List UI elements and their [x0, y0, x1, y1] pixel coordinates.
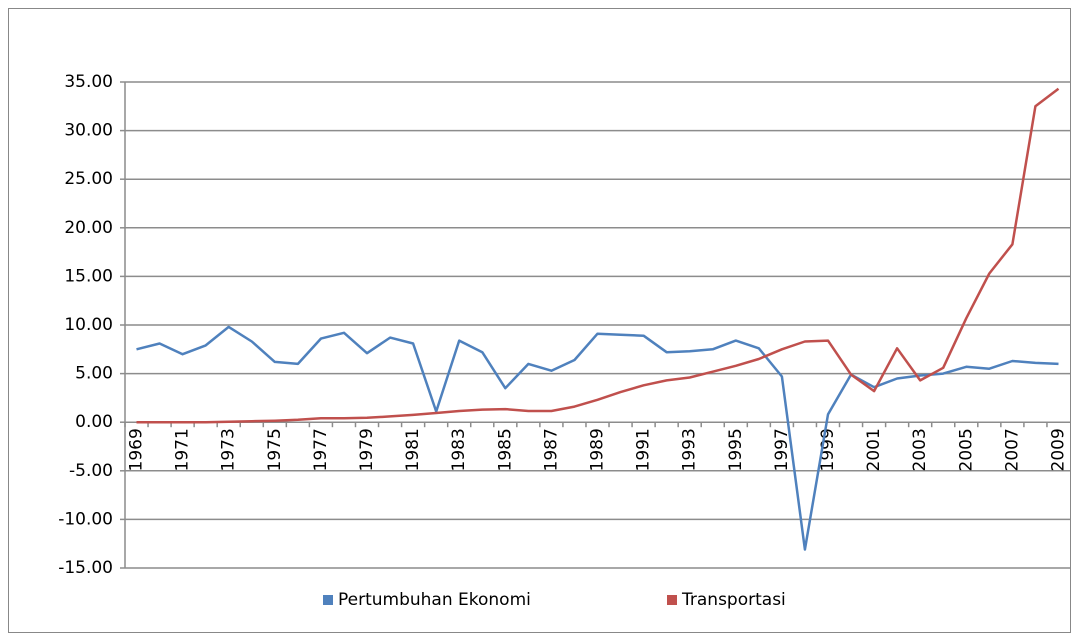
x-tick-label: 2001 [864, 428, 884, 471]
y-tick-label: 15.00 [64, 266, 113, 286]
x-tick-label: 1981 [403, 428, 423, 471]
x-tick-label: 1989 [588, 428, 608, 471]
x-tick-label: 1971 [173, 428, 193, 471]
x-tick-label: 2003 [910, 428, 930, 471]
legend-swatch [667, 595, 677, 605]
y-tick-label: 10.00 [64, 315, 113, 335]
x-tick-label: 1977 [311, 428, 331, 471]
x-tick-label: 1985 [495, 428, 515, 471]
x-tick-label: 1991 [634, 428, 654, 471]
y-tick-label: -10.00 [58, 509, 113, 529]
y-tick-label: -15.00 [58, 558, 113, 578]
x-tick-label: 1979 [357, 428, 377, 471]
series-line [136, 325, 1059, 551]
x-tick-label: 2009 [1048, 428, 1068, 471]
x-tick-label: 1997 [772, 428, 792, 471]
y-tick-label: 0.00 [75, 412, 113, 432]
legend-label: Pertumbuhan Ekonomi [338, 590, 531, 610]
y-tick-label: -5.00 [69, 461, 113, 481]
x-tick-label: 1975 [265, 428, 285, 471]
y-tick-label: 25.00 [64, 169, 113, 189]
legend-swatch [323, 595, 333, 605]
x-tick-label: 1993 [680, 428, 700, 471]
y-tick-label: 30.00 [64, 121, 113, 141]
y-tick-label: 5.00 [75, 364, 113, 384]
chart-border [8, 8, 1071, 633]
x-tick-label: 1995 [726, 428, 746, 471]
x-tick-label: 1987 [541, 428, 561, 471]
x-tick-label: 1983 [449, 428, 469, 471]
x-tick-label: 1973 [219, 428, 239, 471]
x-tick-label: 2007 [1002, 428, 1022, 471]
x-tick-label: 2005 [956, 428, 976, 471]
y-tick-label: 20.00 [64, 218, 113, 238]
legend-label: Transportasi [681, 590, 786, 610]
series-line [136, 87, 1060, 424]
x-tick-label: 1969 [127, 428, 147, 471]
y-tick-label: 35.00 [64, 72, 113, 92]
